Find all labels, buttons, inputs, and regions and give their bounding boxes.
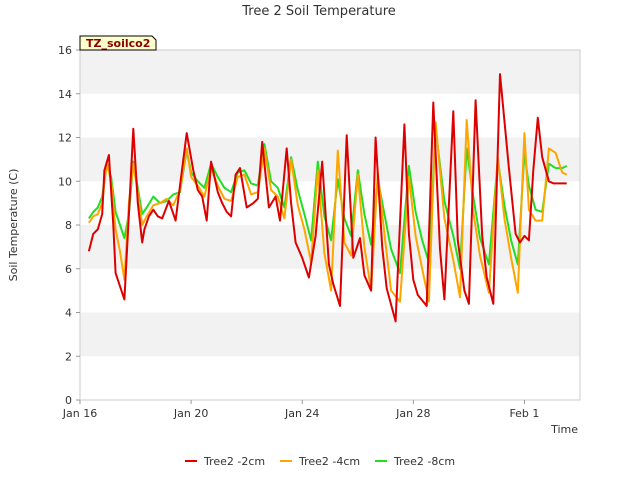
y-axis-ticks: 0 2 4 6 8 10 12 14 16 — [58, 44, 80, 407]
y-tick-label: 14 — [58, 88, 72, 101]
y-axis-title: Soil Temperature (C) — [7, 169, 20, 282]
legend-label: Tree2 -4cm — [298, 455, 360, 468]
series-lines — [87, 73, 568, 323]
y-tick-label: 12 — [58, 132, 72, 145]
grid-band — [80, 50, 580, 94]
x-axis-title: Time — [550, 423, 578, 436]
y-tick-label: 6 — [65, 263, 72, 276]
y-tick-label: 8 — [65, 219, 72, 232]
grid-band — [80, 137, 580, 182]
y-tick-label: 4 — [65, 307, 72, 320]
grid-band — [80, 312, 580, 357]
grid-band — [80, 225, 580, 269]
grid-bands — [80, 50, 580, 357]
x-tick-label: Feb 1 — [509, 407, 539, 420]
x-tick-label: Jan 16 — [62, 407, 97, 420]
legend: Tree2 -2cm Tree2 -4cm Tree2 -8cm — [185, 455, 455, 468]
y-tick-label: 16 — [58, 44, 72, 57]
site-label-box: TZ_soilco2 — [79, 35, 157, 51]
y-tick-label: 2 — [65, 350, 72, 363]
legend-label: Tree2 -2cm — [203, 455, 265, 468]
chart-title: Tree 2 Soil Temperature — [241, 4, 396, 19]
site-label: TZ_soilco2 — [86, 37, 150, 50]
y-tick-label: 10 — [58, 175, 72, 188]
y-tick-label: 0 — [65, 394, 72, 407]
x-tick-label: Jan 20 — [173, 407, 208, 420]
legend-label: Tree2 -8cm — [393, 455, 455, 468]
x-tick-label: Jan 28 — [395, 407, 430, 420]
x-axis-ticks: Jan 16 Jan 20 Jan 24 Jan 28 Feb 1 — [62, 400, 539, 420]
series-line-tree2-2cm — [87, 73, 567, 323]
x-tick-label: Jan 24 — [284, 407, 319, 420]
series-line-tree2-4cm — [88, 119, 568, 303]
